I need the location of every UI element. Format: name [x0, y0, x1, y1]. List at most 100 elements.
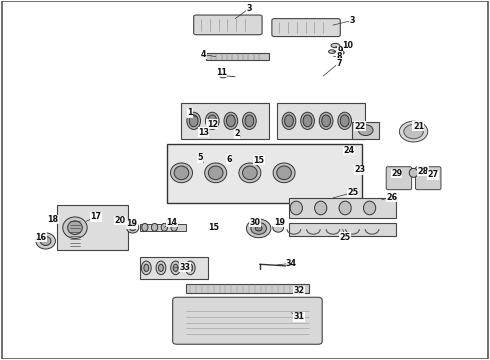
Ellipse shape — [174, 166, 189, 180]
Text: 13: 13 — [198, 128, 209, 137]
Bar — [186, 284, 309, 293]
Text: 34: 34 — [286, 259, 297, 268]
Text: 3: 3 — [350, 16, 355, 25]
Ellipse shape — [399, 121, 428, 142]
Ellipse shape — [336, 51, 344, 55]
Text: 31: 31 — [293, 312, 304, 321]
Text: 3: 3 — [246, 4, 252, 13]
Ellipse shape — [339, 160, 346, 168]
Bar — [352, 122, 379, 139]
Ellipse shape — [341, 162, 344, 166]
Ellipse shape — [188, 264, 193, 271]
Text: 25: 25 — [347, 188, 358, 197]
Ellipse shape — [273, 223, 284, 232]
Ellipse shape — [205, 163, 227, 183]
Ellipse shape — [322, 115, 331, 127]
Ellipse shape — [161, 224, 168, 231]
Ellipse shape — [226, 115, 235, 127]
Bar — [289, 223, 396, 235]
Ellipse shape — [142, 224, 148, 231]
Ellipse shape — [409, 168, 418, 177]
Bar — [206, 53, 270, 60]
Text: 22: 22 — [354, 122, 366, 131]
Text: 30: 30 — [249, 218, 260, 227]
Ellipse shape — [208, 115, 217, 127]
Ellipse shape — [340, 115, 349, 127]
Ellipse shape — [159, 264, 163, 271]
Ellipse shape — [126, 222, 139, 233]
Ellipse shape — [63, 217, 87, 238]
Text: 17: 17 — [91, 212, 101, 221]
Ellipse shape — [404, 125, 423, 139]
Ellipse shape — [230, 162, 235, 168]
FancyBboxPatch shape — [416, 167, 441, 190]
FancyBboxPatch shape — [194, 15, 262, 35]
Text: 2: 2 — [234, 129, 240, 138]
Ellipse shape — [364, 201, 376, 215]
Bar — [181, 103, 270, 139]
Ellipse shape — [151, 224, 158, 231]
Text: 28: 28 — [417, 167, 429, 176]
Ellipse shape — [285, 115, 294, 127]
Ellipse shape — [277, 166, 292, 180]
Text: 19: 19 — [126, 219, 137, 228]
Text: 18: 18 — [48, 215, 58, 224]
Text: 21: 21 — [413, 122, 424, 131]
Text: 11: 11 — [216, 68, 227, 77]
Ellipse shape — [171, 224, 177, 231]
FancyBboxPatch shape — [272, 19, 340, 37]
Ellipse shape — [243, 112, 256, 130]
Ellipse shape — [255, 161, 264, 170]
Text: 33: 33 — [180, 263, 191, 272]
Ellipse shape — [257, 163, 262, 168]
Ellipse shape — [201, 161, 206, 167]
Ellipse shape — [315, 201, 327, 215]
Ellipse shape — [331, 43, 340, 48]
Ellipse shape — [199, 159, 208, 168]
Text: 12: 12 — [207, 120, 218, 129]
Text: 32: 32 — [293, 286, 304, 295]
Text: 16: 16 — [35, 233, 46, 242]
Text: 25: 25 — [340, 233, 351, 242]
Text: 27: 27 — [428, 170, 439, 179]
Text: 15: 15 — [253, 156, 264, 165]
Text: 29: 29 — [391, 169, 402, 178]
Ellipse shape — [329, 50, 335, 53]
Ellipse shape — [208, 166, 223, 180]
Ellipse shape — [205, 112, 219, 130]
Ellipse shape — [245, 115, 254, 127]
Ellipse shape — [189, 115, 198, 127]
Ellipse shape — [246, 219, 271, 238]
Ellipse shape — [319, 112, 333, 130]
Ellipse shape — [239, 163, 261, 183]
Bar — [277, 103, 365, 139]
FancyBboxPatch shape — [172, 297, 322, 344]
Ellipse shape — [185, 261, 195, 275]
Ellipse shape — [156, 261, 166, 275]
Bar — [57, 205, 128, 250]
Text: 19: 19 — [274, 218, 285, 227]
Ellipse shape — [282, 112, 296, 130]
Ellipse shape — [171, 261, 180, 275]
Ellipse shape — [142, 261, 151, 275]
Text: 14: 14 — [166, 218, 177, 227]
Ellipse shape — [129, 225, 136, 231]
Ellipse shape — [68, 221, 82, 234]
Ellipse shape — [290, 201, 302, 215]
Ellipse shape — [243, 166, 257, 180]
Bar — [140, 225, 186, 231]
Text: 15: 15 — [208, 223, 219, 232]
Ellipse shape — [224, 112, 238, 130]
Ellipse shape — [36, 233, 55, 249]
Bar — [289, 198, 396, 218]
Ellipse shape — [251, 222, 267, 234]
Ellipse shape — [358, 125, 373, 135]
Text: 9: 9 — [338, 46, 343, 55]
Text: 6: 6 — [226, 155, 232, 164]
Ellipse shape — [301, 112, 315, 130]
Ellipse shape — [144, 264, 149, 271]
Ellipse shape — [220, 74, 226, 78]
Text: 23: 23 — [354, 166, 366, 175]
Text: 20: 20 — [115, 216, 126, 225]
Ellipse shape — [40, 237, 51, 246]
